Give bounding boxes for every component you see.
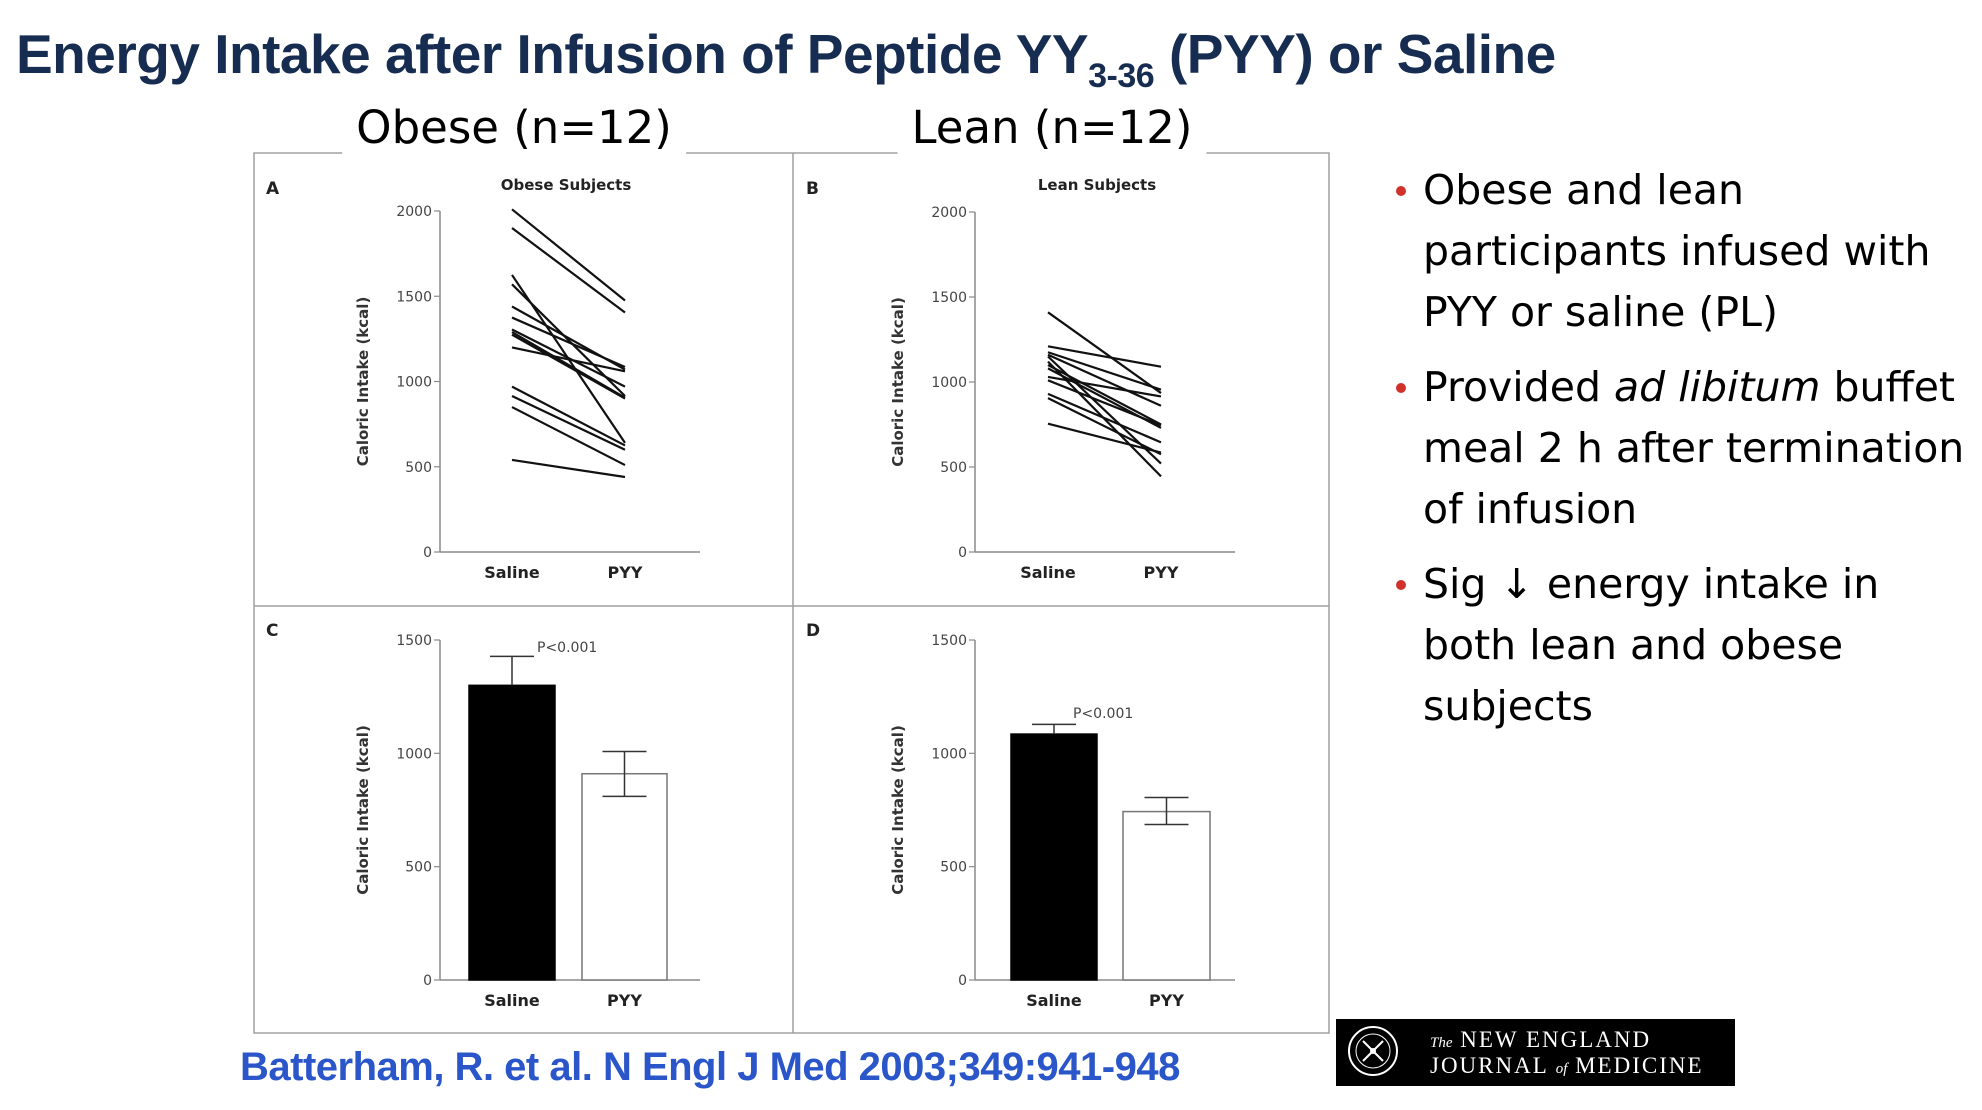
y-tick-label: 1000 bbox=[396, 746, 432, 762]
subject-line bbox=[511, 316, 626, 369]
bullet-text: Sig ↓ energy intake in both lean and obe… bbox=[1423, 560, 1880, 730]
bullet-dot-icon bbox=[1396, 383, 1406, 393]
citation: Batterham, R. et al. N Engl J Med 2003;3… bbox=[240, 1045, 1180, 1089]
bullet-list: Obese and lean participants infused with… bbox=[1396, 160, 1976, 751]
subject-line bbox=[1047, 345, 1162, 368]
bullet-text: Provided bbox=[1423, 363, 1615, 411]
y-tick-label: 1500 bbox=[396, 289, 432, 305]
y-tick-label: 2000 bbox=[931, 205, 967, 221]
panel-letter: C bbox=[266, 621, 278, 641]
subject-line bbox=[511, 458, 626, 479]
subject-line bbox=[1047, 379, 1162, 427]
y-tick-label: 1500 bbox=[931, 290, 967, 306]
subject-line bbox=[1047, 353, 1162, 407]
bar-pyy bbox=[1122, 810, 1211, 981]
subject-line bbox=[511, 385, 626, 447]
y-tick-label: 0 bbox=[423, 545, 432, 561]
p-value-annotation: P<0.001 bbox=[537, 640, 597, 656]
bullet-text: Obese and lean participants infused with… bbox=[1423, 166, 1931, 336]
subject-line bbox=[511, 333, 626, 400]
y-tick-label: 500 bbox=[940, 460, 967, 476]
logo-line-2: JOURNAL of MEDICINE bbox=[1430, 1053, 1704, 1079]
panel-letter: A bbox=[266, 179, 280, 199]
y-tick-label: 1000 bbox=[931, 746, 967, 762]
subject-line bbox=[511, 394, 626, 451]
panel-b: B Lean Subjects 0 500 1000 1500 2000 Caloric In… bbox=[806, 176, 1235, 582]
bullet-dot-icon bbox=[1396, 186, 1406, 196]
x-category-label: PYY bbox=[1144, 563, 1179, 582]
y-axis-label: Caloric Intake (kcal) bbox=[889, 725, 907, 895]
logo-line-1: The NEW ENGLAND bbox=[1430, 1027, 1651, 1053]
x-category-label: PYY bbox=[1149, 991, 1184, 1010]
bar-saline bbox=[1010, 733, 1098, 981]
bullet-text: buffet meal 2 h after termination of inf… bbox=[1423, 363, 1965, 533]
bullet-item: Obese and lean participants infused with… bbox=[1396, 160, 1976, 343]
bar-pyy bbox=[581, 772, 668, 981]
subject-line bbox=[1047, 397, 1162, 456]
panel-letter: B bbox=[806, 179, 819, 199]
nejm-logo: The NEW ENGLAND JOURNAL of MEDICINE bbox=[1336, 1019, 1735, 1086]
y-tick-label: 1000 bbox=[931, 375, 967, 391]
y-tick-label: 1500 bbox=[931, 633, 967, 649]
y-tick-label: 0 bbox=[423, 973, 432, 989]
title-subscript: 3-36 bbox=[1088, 57, 1155, 95]
x-category-label: Saline bbox=[484, 563, 540, 582]
title-tail: (PYY) or Saline bbox=[1154, 23, 1556, 85]
logo-journal: JOURNAL bbox=[1430, 1053, 1548, 1078]
obese-group-label: Obese (n=12) bbox=[342, 100, 686, 156]
x-category-label: PYY bbox=[608, 563, 643, 582]
subject-line bbox=[511, 328, 626, 388]
subject-line bbox=[511, 208, 626, 302]
y-axis-label: Caloric Intake (kcal) bbox=[354, 297, 372, 467]
y-axis-label: Caloric Intake (kcal) bbox=[889, 297, 907, 467]
panel-title: Obese Subjects bbox=[501, 176, 632, 194]
lean-group-label: Lean (n=12) bbox=[897, 100, 1207, 156]
logo-new-england: NEW ENGLAND bbox=[1460, 1027, 1652, 1052]
subject-line bbox=[511, 406, 626, 467]
bar-saline bbox=[468, 684, 556, 981]
panel-a: A Obese Subjects 0 500 1000 1500 2000 Caloric I… bbox=[266, 176, 700, 582]
x-category-label: Saline bbox=[484, 991, 540, 1010]
x-category-label: PYY bbox=[607, 991, 642, 1010]
y-tick-label: 500 bbox=[405, 860, 432, 876]
subject-line bbox=[511, 227, 626, 314]
y-tick-label: 1500 bbox=[396, 633, 432, 649]
panel-d: D 0 500 1000 1500 Caloric Intake (kcal) Saline… bbox=[806, 621, 1235, 1010]
figure-frame bbox=[253, 152, 1330, 1034]
y-tick-label: 500 bbox=[940, 860, 967, 876]
panel-title: Lean Subjects bbox=[1038, 176, 1156, 194]
x-category-label: Saline bbox=[1026, 991, 1082, 1010]
logo-of: of bbox=[1555, 1061, 1568, 1077]
bullet-italic-text: ad libitum bbox=[1614, 363, 1821, 411]
y-tick-label: 500 bbox=[405, 460, 432, 476]
bullet-item: Sig ↓ energy intake in both lean and obe… bbox=[1396, 554, 1976, 737]
y-tick-label: 0 bbox=[958, 545, 967, 561]
slide-title: Energy Intake after Infusion of Peptide … bbox=[16, 22, 1556, 96]
y-tick-label: 1000 bbox=[396, 375, 432, 391]
nejm-seal-icon bbox=[1348, 1026, 1398, 1076]
subject-line bbox=[511, 346, 626, 373]
y-tick-label: 2000 bbox=[396, 204, 432, 220]
p-value-annotation: P<0.001 bbox=[1073, 706, 1133, 722]
subject-line bbox=[1047, 360, 1162, 478]
subject-line bbox=[1047, 422, 1162, 454]
y-tick-label: 0 bbox=[958, 973, 967, 989]
x-category-label: Saline bbox=[1020, 563, 1076, 582]
subject-line bbox=[1047, 351, 1162, 391]
panel-c: C 0 500 1000 1500 Caloric Intake (kcal) Saline… bbox=[266, 621, 700, 1010]
logo-the: The bbox=[1430, 1035, 1453, 1051]
title-main: Energy Intake after Infusion of Peptide … bbox=[16, 23, 1089, 85]
logo-medicine: MEDICINE bbox=[1575, 1053, 1704, 1078]
y-axis-label: Caloric Intake (kcal) bbox=[354, 725, 372, 895]
subject-line bbox=[1047, 311, 1162, 394]
bullet-dot-icon bbox=[1396, 580, 1406, 590]
subject-line bbox=[1047, 364, 1162, 426]
bullet-item: Provided ad libitum buffet meal 2 h afte… bbox=[1396, 357, 1976, 540]
figure-border bbox=[253, 152, 1330, 1034]
panel-letter: D bbox=[806, 621, 820, 641]
